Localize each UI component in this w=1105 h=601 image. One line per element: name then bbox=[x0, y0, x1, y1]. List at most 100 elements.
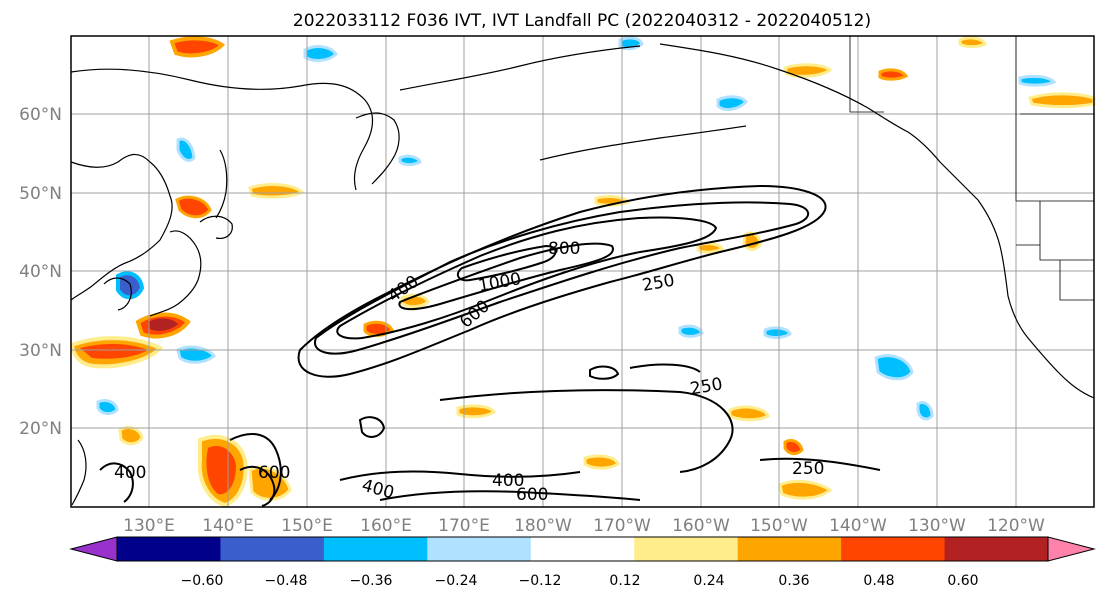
lon-label-160w: 160°W bbox=[672, 516, 730, 536]
colorbar-segments bbox=[117, 537, 1049, 561]
patch-sea-okhotsk bbox=[248, 183, 305, 199]
lon-label-180w: 180°W bbox=[514, 516, 572, 536]
coastline-bc bbox=[977, 199, 1009, 297]
patch-canada bbox=[1028, 92, 1096, 109]
patch-west-pacific-1-core bbox=[80, 344, 148, 359]
patch-japan-core bbox=[148, 318, 178, 332]
colorbar-segment bbox=[427, 537, 532, 561]
colorbar-segment bbox=[944, 537, 1049, 561]
contour-400-west bbox=[99, 462, 134, 503]
patch-bc-coast bbox=[783, 63, 833, 78]
neg-patch-ocean-3 bbox=[96, 398, 119, 416]
colorbar-arrow-right bbox=[1047, 536, 1096, 562]
lon-label-170w: 170°W bbox=[593, 516, 651, 536]
neg-patch-arctic-1 bbox=[303, 45, 338, 62]
colorbar-segment bbox=[323, 537, 428, 561]
patch-subtropic-1 bbox=[456, 404, 497, 419]
lat-label-20n: 20°N bbox=[19, 419, 62, 439]
longitude-labels: 130°E 140°E 150°E 160°E 170°E 180°W 170°… bbox=[123, 516, 1045, 536]
lon-label-120w: 120°W bbox=[987, 516, 1045, 536]
lon-label-170e: 170°E bbox=[438, 516, 490, 536]
neg-patch-east-2 bbox=[916, 401, 934, 421]
colorbar-tick-036: 0.36 bbox=[778, 573, 809, 589]
patch-midlat-2 bbox=[696, 242, 724, 254]
colorbar-tick-024: 0.24 bbox=[693, 573, 724, 589]
contour-small-1 bbox=[358, 416, 386, 438]
figure-title: 2022033112 F036 IVT, IVT Landfall PC (20… bbox=[293, 11, 871, 31]
coastline-philippine-islands bbox=[71, 439, 87, 506]
colorbar-segment bbox=[220, 537, 325, 561]
colorbar-tick-labels: −0.60 −0.48 −0.36 −0.24 −0.12 0.12 0.24 … bbox=[181, 573, 979, 589]
coastline-chukotka bbox=[399, 45, 641, 91]
ivt-contours bbox=[99, 184, 881, 507]
colorbar-segment bbox=[737, 537, 842, 561]
border-alaska-canada bbox=[849, 36, 884, 113]
contour-label-400-west: 400 bbox=[114, 463, 146, 483]
patch-midpacific-1 bbox=[363, 320, 394, 337]
coastline-kamchatka bbox=[355, 112, 400, 185]
colorbar-tick-060: 0.60 bbox=[947, 573, 978, 589]
patch-subtropic-2 bbox=[728, 405, 770, 422]
neg-patch-mid-2 bbox=[763, 326, 792, 339]
patch-tropics-3 bbox=[118, 426, 144, 446]
colorbar-segment bbox=[634, 537, 739, 561]
coastline-sakhalin bbox=[215, 149, 228, 219]
contour-800-main bbox=[398, 242, 614, 310]
negative-anomaly-patches bbox=[96, 36, 1057, 421]
patch-subtropic-5 bbox=[783, 438, 804, 456]
contour-600-tropics bbox=[379, 490, 641, 501]
map-panel: 400 800 1000 600 250 250 250 400 600 400… bbox=[69, 35, 1096, 508]
colorbar: −0.60 −0.48 −0.36 −0.24 −0.12 0.12 0.24 … bbox=[69, 536, 1096, 589]
coastline-aleutians bbox=[539, 125, 747, 161]
colorbar-segment bbox=[841, 537, 946, 561]
contour-400-south bbox=[229, 433, 282, 501]
lon-label-140w: 140°W bbox=[829, 516, 887, 536]
patch-subtropic-4 bbox=[583, 454, 620, 470]
colorbar-tick-neg-012: −0.12 bbox=[519, 573, 562, 589]
colorbar-tick-neg-036: −0.36 bbox=[350, 573, 393, 589]
neg-patch-east-1 bbox=[874, 354, 914, 381]
patch-tropics-1-core bbox=[206, 446, 236, 495]
contour-400-tropics bbox=[339, 470, 581, 481]
neg-patch-aleutian bbox=[398, 154, 422, 167]
contour-250-south bbox=[439, 389, 734, 473]
patch-bc-2 bbox=[878, 68, 909, 81]
contour-label-800: 800 bbox=[548, 239, 580, 259]
coastline-asia bbox=[70, 153, 173, 301]
patch-subtropic-3 bbox=[778, 479, 833, 500]
contour-label-400-south: 400 bbox=[492, 471, 524, 491]
colorbar-tick-neg-048: −0.48 bbox=[265, 573, 308, 589]
border-canada-provinces bbox=[1015, 36, 1094, 201]
lon-label-160e: 160°E bbox=[360, 516, 412, 536]
latitude-labels: 20°N 30°N 40°N 50°N 60°N bbox=[19, 105, 62, 439]
borders bbox=[849, 36, 1094, 301]
lon-label-130e: 130°E bbox=[123, 516, 175, 536]
contour-label-600-tropics: 600 bbox=[258, 463, 290, 483]
lat-label-50n: 50°N bbox=[19, 184, 62, 204]
contour-250-east bbox=[629, 363, 881, 471]
coastline-us-west bbox=[1007, 295, 1095, 399]
patch-kamchatka-2 bbox=[958, 36, 988, 49]
colorbar-tick-neg-060: −0.60 bbox=[181, 573, 224, 589]
contour-label-600-south: 600 bbox=[516, 485, 548, 505]
contour-label-250-east: 250 bbox=[792, 459, 824, 479]
colorbar-tick-048: 0.48 bbox=[863, 573, 894, 589]
contour-600-main bbox=[336, 216, 718, 340]
contour-600-south bbox=[239, 465, 276, 507]
map-frame bbox=[70, 35, 1095, 508]
lon-label-150e: 150°E bbox=[281, 516, 333, 536]
coastline-hokkaido bbox=[199, 215, 233, 239]
coastline-korea bbox=[103, 277, 132, 311]
colorbar-tick-012: 0.12 bbox=[609, 573, 640, 589]
neg-patch-canada bbox=[1018, 74, 1057, 87]
colorbar-tick-neg-024: −0.24 bbox=[435, 573, 478, 589]
neg-patch-bering bbox=[716, 95, 748, 111]
contour-1000-main bbox=[456, 244, 557, 282]
colorbar-segment bbox=[117, 537, 221, 561]
lon-label-140e: 140°E bbox=[202, 516, 254, 536]
coastline-siberia bbox=[70, 68, 374, 191]
patch-kamchatka bbox=[169, 36, 226, 58]
graticule bbox=[71, 36, 1094, 507]
contour-small-2 bbox=[589, 365, 620, 380]
